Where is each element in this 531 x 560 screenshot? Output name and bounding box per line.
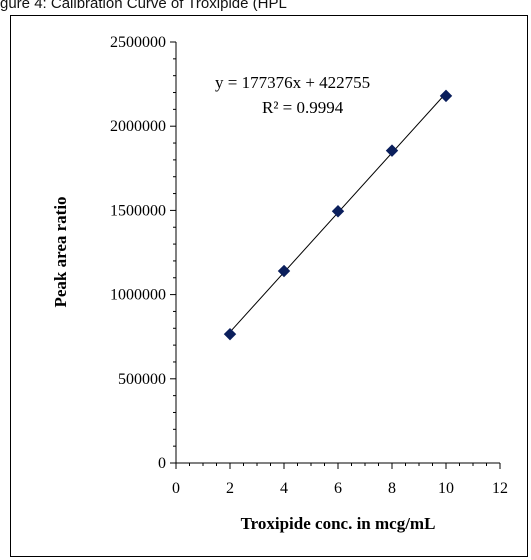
x-tick-label: 0: [172, 480, 180, 497]
y-tick-label: 1000000: [110, 287, 166, 304]
data-point: [385, 144, 399, 157]
y-tick-label: 2000000: [110, 118, 166, 135]
y-tick-label: 0: [158, 455, 166, 472]
x-tick-label: 2: [226, 480, 234, 497]
data-points: [223, 89, 453, 341]
tick-labels: 0 500000 1000000 1500000 2000000 2500000 0 2 4 6 8…: [110, 34, 508, 497]
x-tick-label: 8: [388, 480, 396, 497]
r-squared-label: R² = 0.9994: [262, 98, 344, 117]
y-tick-label: 1500000: [110, 202, 166, 219]
data-point: [277, 264, 291, 278]
figure-caption: gure 4: Calibration Curve of Troxipide (…: [0, 0, 287, 12]
chart-frame: [10, 15, 528, 557]
x-axis-title: Troxipide conc. in mcg/mL: [241, 514, 436, 533]
regression-equation: y = 177376x + 422755: [215, 73, 370, 92]
tick-marks: [170, 41, 501, 469]
data-point: [331, 205, 345, 218]
y-tick-label: 2500000: [110, 34, 166, 51]
data-point: [223, 327, 237, 341]
x-tick-label: 10: [438, 480, 454, 497]
data-point: [439, 89, 453, 103]
x-tick-label: 6: [334, 480, 342, 497]
y-axis-title: Peak area ratio: [51, 196, 70, 307]
x-tick-label: 4: [280, 480, 288, 497]
x-tick-label: 12: [492, 480, 508, 497]
y-tick-label: 500000: [118, 371, 166, 388]
